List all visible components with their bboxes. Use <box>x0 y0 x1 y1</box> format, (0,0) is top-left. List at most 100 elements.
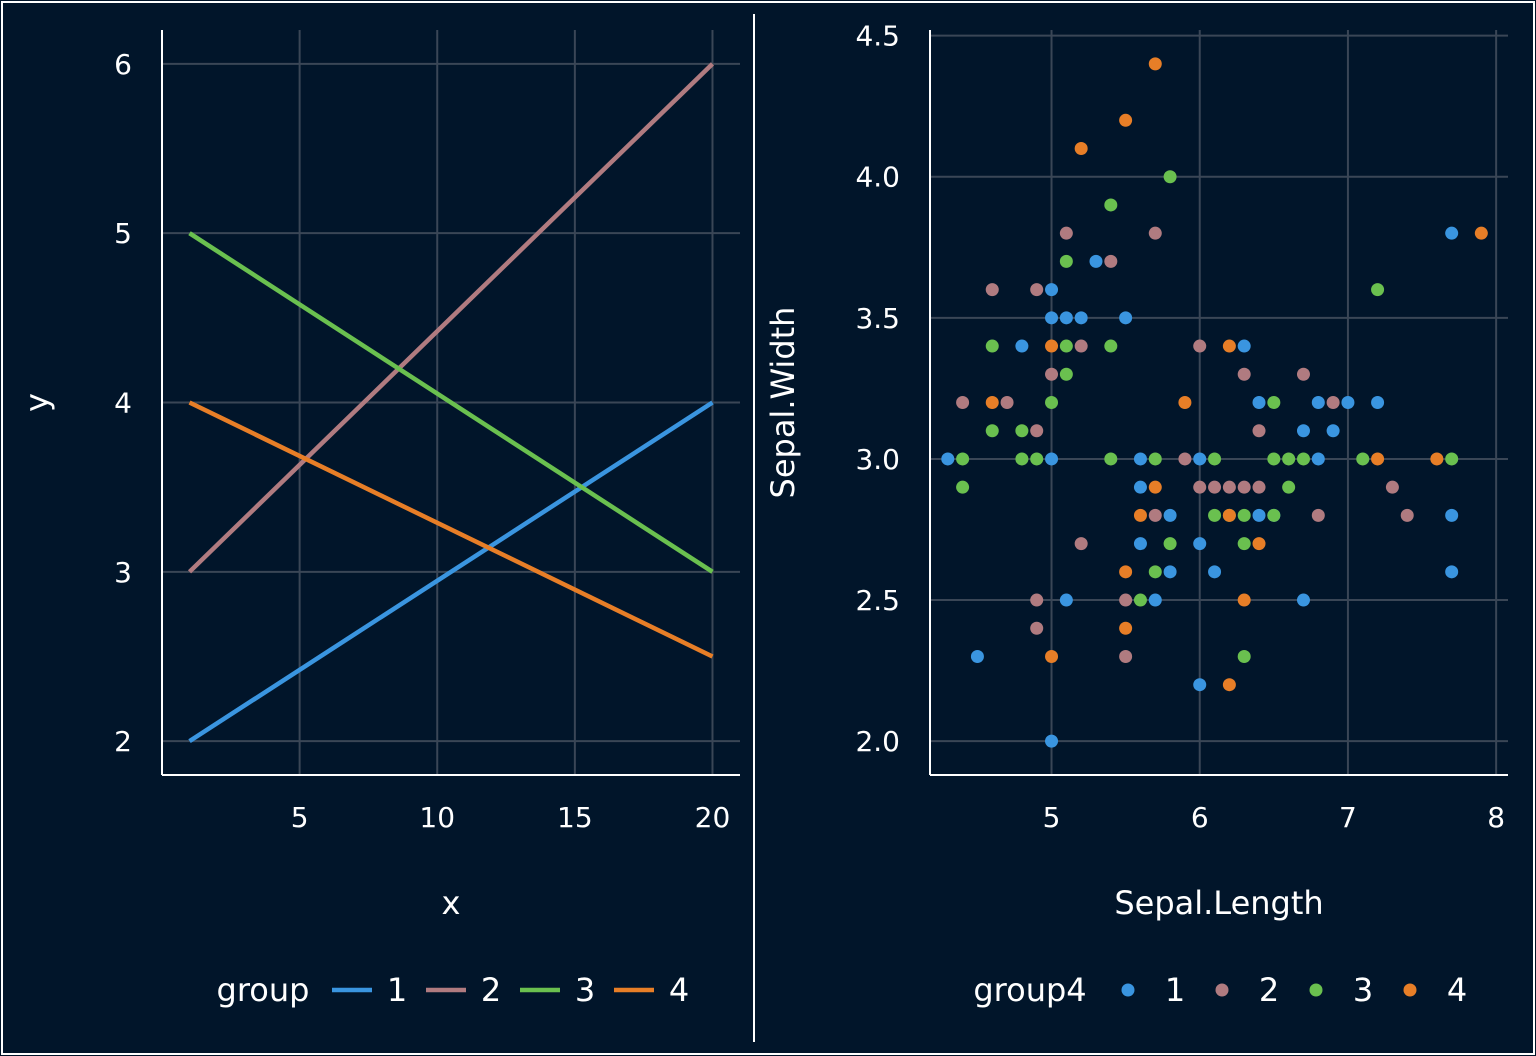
legend-label: 2 <box>1259 971 1279 1009</box>
scatter-point-group-3 <box>985 339 999 353</box>
scatter-point-group-4 <box>1133 508 1147 522</box>
scatter-point-group-1 <box>1371 396 1385 409</box>
scatter-point-group-2 <box>1400 508 1414 522</box>
scatter-point-group-1 <box>1074 311 1088 325</box>
y-tick-label: 2.0 <box>855 725 900 758</box>
legend-key-dot <box>1215 983 1229 997</box>
scatter-point-group-3 <box>1267 396 1281 409</box>
scatter-point-group-1 <box>1045 283 1059 297</box>
scatter-point-group-1 <box>1193 537 1207 551</box>
scatter-point-group-2 <box>1030 283 1044 297</box>
scatter-point-group-1 <box>1015 339 1029 353</box>
y-axis-label: Sepal.Width <box>764 307 802 499</box>
x-axis-label: Sepal.Length <box>1114 884 1323 922</box>
scatter-point-group-3 <box>1148 565 1162 579</box>
scatter-point-group-1 <box>1341 396 1355 409</box>
scatter-point-group-2 <box>1030 621 1044 635</box>
scatter-point-group-1 <box>1208 565 1222 579</box>
x-tick-label: 5 <box>291 801 309 834</box>
scatter-point-group-3 <box>1208 508 1222 522</box>
scatter-point-group-1 <box>1445 565 1459 579</box>
scatter-chart-panel: 5 6 7 8 2.0 2.5 3.0 3.5 4.0 4.5 Sepal.Length Sepal.… <box>764 20 1508 1009</box>
scatter-point-group-1 <box>1148 593 1162 607</box>
scatter-point-group-3 <box>1104 452 1118 466</box>
scatter-point-group-4 <box>1178 396 1192 409</box>
y-tick-label: 5 <box>114 217 132 250</box>
x-tick-label: 10 <box>419 801 455 834</box>
scatter-point-group-3 <box>1148 452 1162 466</box>
scatter-point-group-1 <box>1059 311 1073 325</box>
scatter-point-group-1 <box>1193 452 1207 466</box>
scatter-point-group-2 <box>985 283 999 297</box>
x-tick-label: 6 <box>1191 801 1209 834</box>
scatter-point-group-3 <box>1237 508 1251 522</box>
y-tick-label: 2.5 <box>855 584 900 617</box>
scatter-point-group-2 <box>1148 226 1162 240</box>
scatter-point-group-3 <box>1267 452 1281 466</box>
legend-label: 2 <box>481 971 501 1009</box>
y-tick-label: 3.0 <box>855 443 900 476</box>
y-tick-label: 4.0 <box>855 161 900 194</box>
scatter-point-group-4 <box>1045 649 1059 663</box>
x-tick-label: 15 <box>557 801 593 834</box>
scatter-point-group-1 <box>1045 734 1059 748</box>
scatter-point-group-2 <box>1237 367 1251 381</box>
scatter-point-group-3 <box>1282 480 1296 494</box>
scatter-point-group-2 <box>1237 480 1251 494</box>
scatter-point-group-1 <box>1311 452 1325 466</box>
scatter-point-group-1 <box>970 649 984 663</box>
scatter-point-group-1 <box>1445 226 1459 240</box>
scatter-point-group-1 <box>1119 311 1133 325</box>
legend-key-dot <box>1403 983 1417 997</box>
scatter-point-group-2 <box>1311 508 1325 522</box>
scatter-point-group-3 <box>1296 452 1310 466</box>
line-chart-panel: 5 10 15 20 2 3 4 5 6 x y group 1 2 3 4 <box>18 30 740 1009</box>
scatter-point-group-3 <box>1104 339 1118 353</box>
series-line-3 <box>188 231 714 574</box>
scatter-point-group-3 <box>1133 593 1147 607</box>
scatter-point-group-2 <box>1074 537 1088 551</box>
scatter-point-group-1 <box>1163 508 1177 522</box>
scatter-point-group-2 <box>1119 593 1133 607</box>
scatter-point-group-2 <box>1074 339 1088 353</box>
scatter-point-group-1 <box>1133 480 1147 494</box>
scatter-point-group-2 <box>1000 396 1014 409</box>
scatter-point-group-2 <box>1193 339 1207 353</box>
x-tick-label: 5 <box>1043 801 1061 834</box>
legend-label: 3 <box>575 971 595 1009</box>
scatter-point-group-4 <box>1371 452 1385 466</box>
scatter-point-group-3 <box>956 480 970 494</box>
legend-label: 1 <box>387 971 407 1009</box>
scatter-point-group-1 <box>1311 396 1325 409</box>
y-tick-label: 3 <box>114 556 132 589</box>
scatter-point-group-3 <box>1015 424 1029 438</box>
scatter-point-group-2 <box>1104 254 1118 268</box>
y-tick-label: 3.5 <box>855 302 900 335</box>
scatter-point-group-1 <box>1296 424 1310 438</box>
scatter-point-group-2 <box>1252 424 1266 438</box>
scatter-point-group-3 <box>1282 452 1296 466</box>
scatter-point-group-3 <box>1237 649 1251 663</box>
scatter-point-group-3 <box>1356 452 1370 466</box>
scatter-point-group-3 <box>1163 170 1177 184</box>
scatter-point-group-2 <box>1148 508 1162 522</box>
scatter-point-group-3 <box>1059 339 1073 353</box>
y-tick-label: 4.5 <box>855 20 900 53</box>
scatter-point-group-3 <box>1045 396 1059 409</box>
scatter-point-group-4 <box>1222 678 1236 692</box>
scatter-point-group-3 <box>1208 452 1222 466</box>
scatter-point-group-2 <box>1252 480 1266 494</box>
scatter-point-group-3 <box>985 424 999 438</box>
scatter-point-group-2 <box>1385 480 1399 494</box>
y-tick-label: 2 <box>114 725 132 758</box>
scatter-point-group-3 <box>1267 508 1281 522</box>
scatter-point-group-1 <box>1045 311 1059 325</box>
scatter-point-group-2 <box>1045 367 1059 381</box>
scatter-point-group-4 <box>1119 565 1133 579</box>
scatter-point-group-1 <box>1296 593 1310 607</box>
legend-title: group4 <box>973 971 1086 1009</box>
legend-label: 3 <box>1353 971 1373 1009</box>
scatter-point-group-3 <box>1445 452 1459 466</box>
